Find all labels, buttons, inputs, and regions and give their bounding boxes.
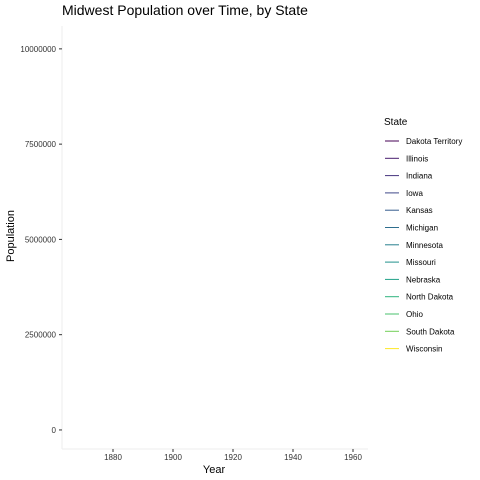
legend-label: Minnesota [406, 241, 443, 250]
x-axis-title: Year [203, 464, 226, 476]
y-tick-label: 0 [52, 426, 57, 435]
x-tick-label: 1920 [224, 453, 242, 462]
legend-label: North Dakota [406, 293, 454, 302]
x-tick-label: 1960 [344, 453, 362, 462]
y-tick-label: 5000000 [25, 235, 57, 244]
x-axis: 1880 1900 1920 1940 1960 [62, 448, 368, 462]
x-tick-label: 1940 [284, 453, 302, 462]
legend-label: Ohio [406, 310, 423, 319]
x-tick-label: 1880 [104, 453, 122, 462]
y-tick-label: 2500000 [25, 331, 57, 340]
legend-label: South Dakota [406, 327, 455, 336]
legend-label: Nebraska [406, 275, 441, 284]
y-tick-label: 10000000 [20, 45, 56, 54]
legend-title: State [384, 117, 408, 128]
legend-label: Dakota Territory [406, 137, 462, 146]
x-tick-label: 1900 [164, 453, 182, 462]
legend-label: Indiana [406, 172, 433, 181]
legend-label: Illinois [406, 154, 428, 163]
legend-label: Iowa [406, 189, 423, 198]
legend: State Dakota Territory Illinois Indiana Iow… [384, 117, 462, 354]
y-axis: 0 2500000 5000000 7500000 10000000 [20, 26, 63, 449]
y-tick-label: 7500000 [25, 140, 57, 149]
legend-label: Kansas [406, 206, 433, 215]
legend-label: Wisconsin [406, 345, 442, 354]
legend-label: Michigan [406, 224, 438, 233]
chart-title: Midwest Population over Time, by State [62, 2, 308, 18]
y-axis-title: Population [5, 210, 17, 262]
legend-label: Missouri [406, 258, 436, 267]
